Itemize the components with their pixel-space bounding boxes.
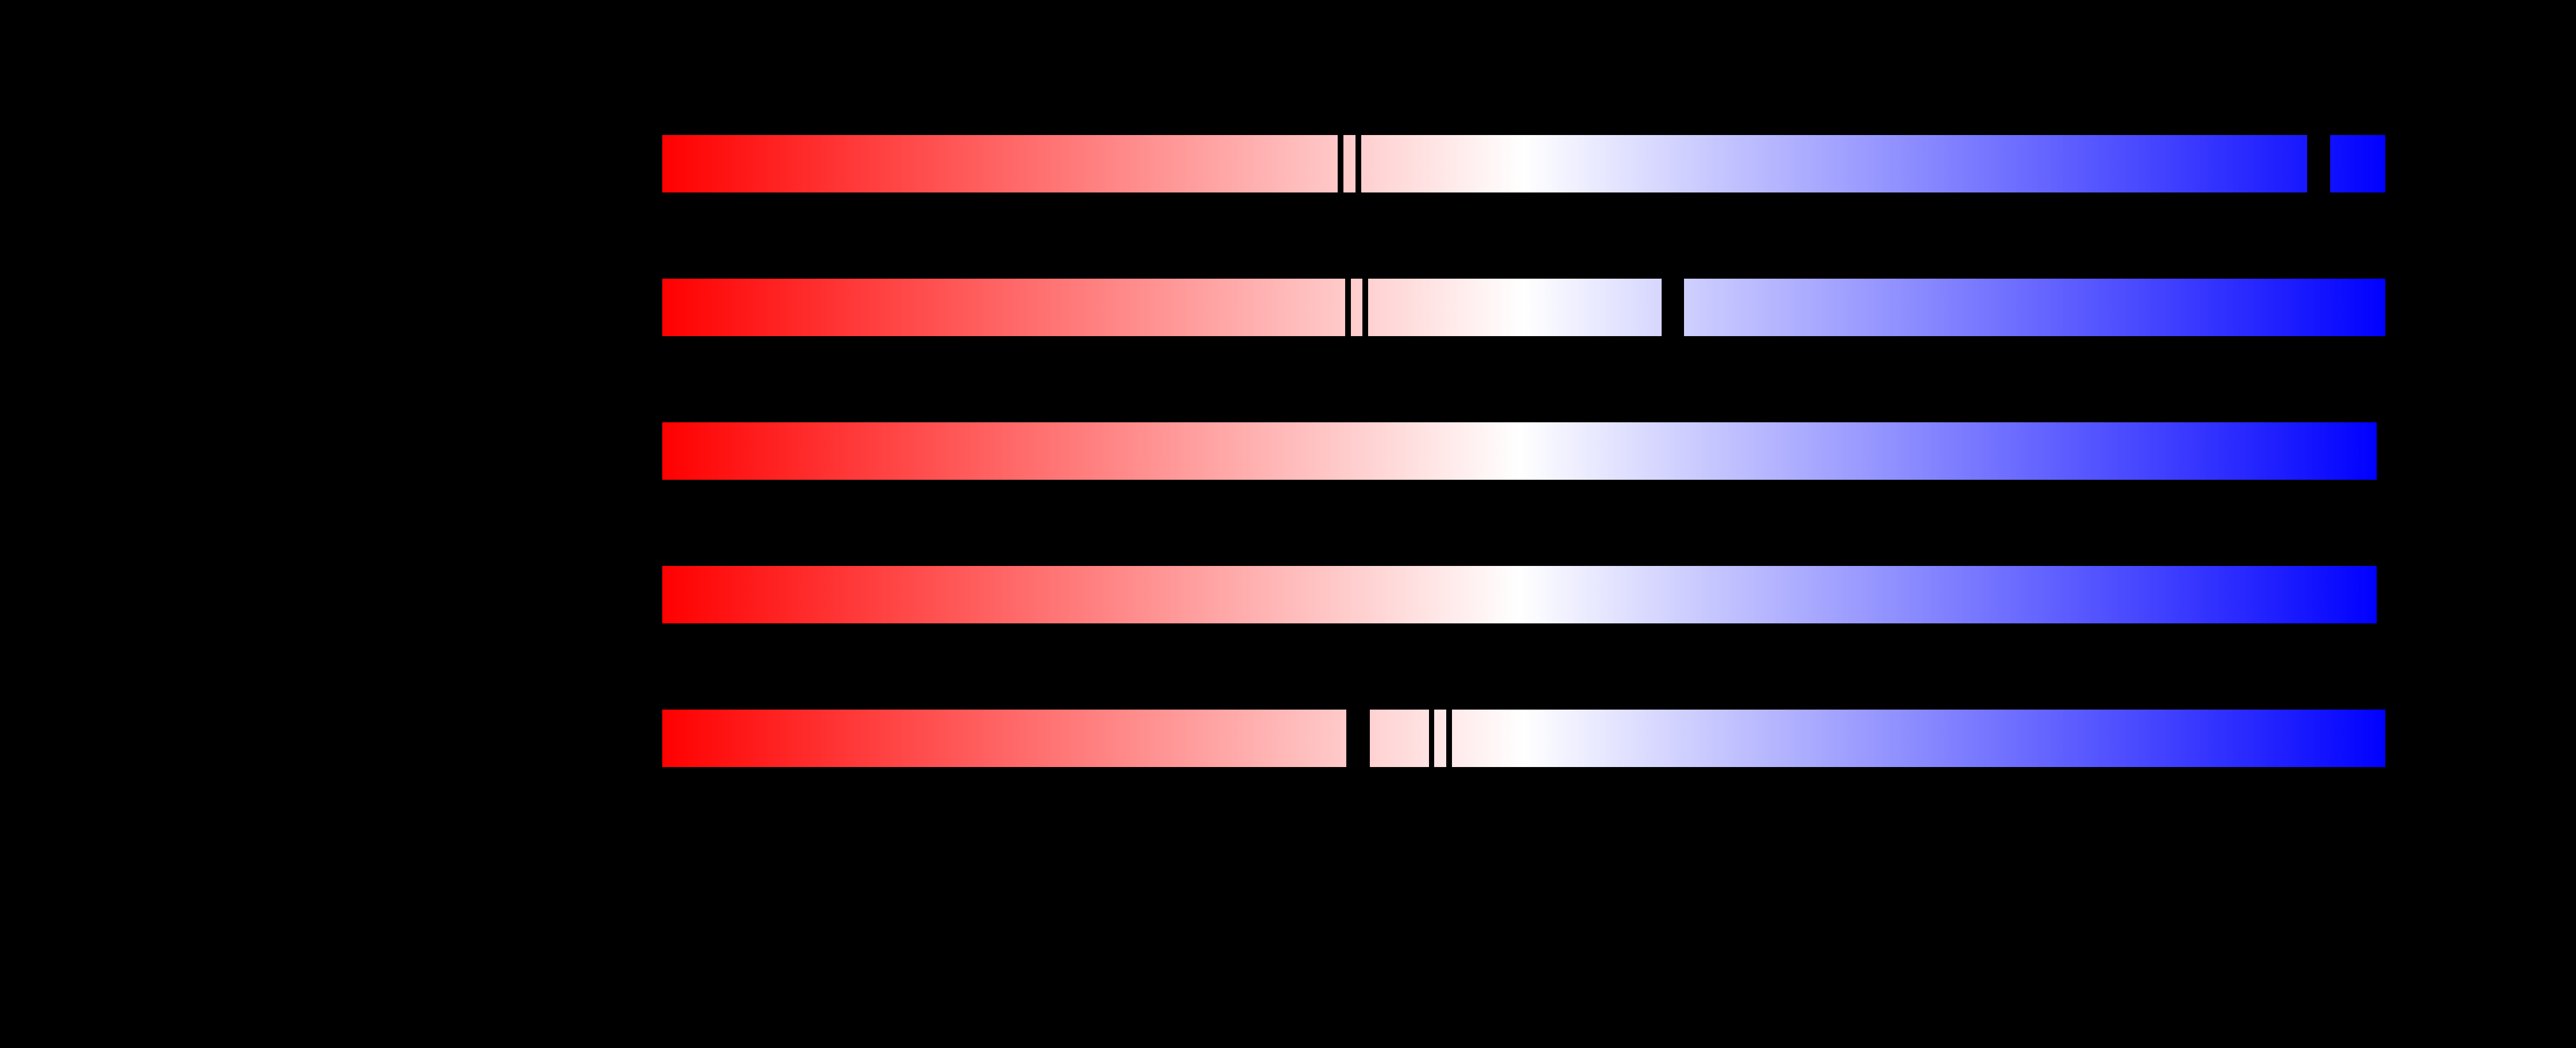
bar-gap (1446, 710, 1452, 767)
gradient-bar (662, 710, 2385, 767)
bar-gap (1345, 279, 1351, 336)
bar-gap (1662, 279, 1684, 336)
bar-gap (1362, 279, 1368, 336)
bar-gap (1429, 710, 1434, 767)
gradient-bar (662, 566, 2377, 623)
bar-gap (1355, 135, 1361, 192)
gradient-bar (662, 422, 2377, 480)
gradient-bar (662, 135, 2385, 192)
bar-gap (2307, 135, 2330, 192)
bar-gap (1346, 710, 1370, 767)
bar-gap (1338, 135, 1343, 192)
gradient-bar (662, 279, 2385, 336)
